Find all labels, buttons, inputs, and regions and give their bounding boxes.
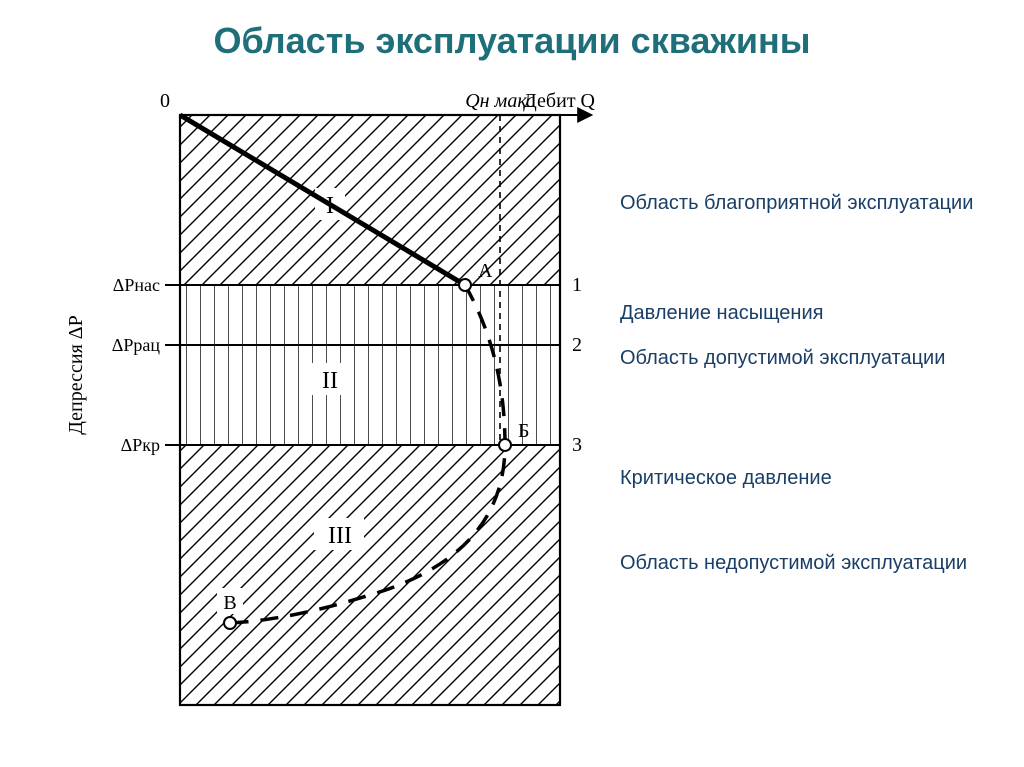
region-I-hatch (180, 115, 560, 285)
legend-item-5: Область недопустимой эксплуатации (620, 550, 1000, 576)
origin-label: 0 (160, 90, 170, 112)
region-II-hatch (180, 285, 560, 445)
dp-nas-label: ΔPнас (113, 275, 160, 295)
point-V-label: В (223, 592, 236, 614)
region-I-label: I (326, 193, 334, 219)
point-A (459, 279, 471, 291)
y-axis-label: Депрессия ΔP (65, 315, 87, 434)
dp-kr-label: ΔPкр (121, 435, 160, 455)
diagram: 0 Qн макс Дебит Q Депрессия ΔP ΔPнас ΔPр… (60, 85, 600, 725)
point-B-label: Б (518, 420, 529, 442)
point-B (499, 439, 511, 451)
point-V (224, 617, 236, 629)
diagram-svg: 0 Qн макс Дебит Q Депрессия ΔP ΔPнас ΔPр… (60, 85, 600, 725)
region-II-label: II (322, 368, 338, 394)
line-num-1: 1 (572, 274, 582, 296)
x-axis-label: Дебит Q (523, 90, 595, 112)
slide: Область эксплуатации скважины (0, 0, 1024, 767)
legend-item-3: Область допустимой эксплуатации (620, 345, 1000, 371)
region-III-hatch (180, 445, 560, 705)
line-num-3: 3 (572, 434, 582, 456)
page-title: Область эксплуатации скважины (0, 20, 1024, 62)
legend-item-2: Давление насыщения (620, 300, 1000, 326)
dp-rac-label: ΔPрац (112, 335, 161, 355)
line-num-2: 2 (572, 334, 582, 356)
region-III-label: III (328, 523, 352, 549)
legend-item-1: Область благоприятной эксплуатации (620, 190, 1000, 216)
legend-item-4: Критическое давление (620, 465, 1000, 491)
point-A-label: А (478, 260, 493, 282)
